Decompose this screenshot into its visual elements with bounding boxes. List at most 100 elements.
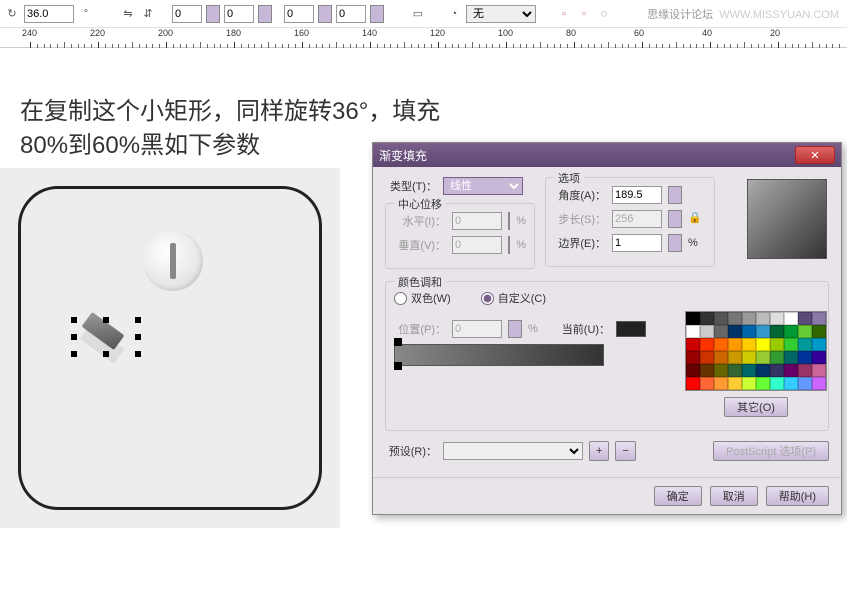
selection-handle[interactable] xyxy=(103,317,109,323)
palette-swatch[interactable] xyxy=(770,312,784,325)
tool-icon-3[interactable]: ◌ xyxy=(596,6,612,22)
palette-swatch[interactable] xyxy=(686,338,700,351)
palette-swatch[interactable] xyxy=(700,377,714,390)
palette-swatch[interactable] xyxy=(756,312,770,325)
palette-swatch[interactable] xyxy=(798,364,812,377)
x2-spinner[interactable] xyxy=(318,5,332,23)
palette-swatch[interactable] xyxy=(742,338,756,351)
palette-swatch[interactable] xyxy=(798,351,812,364)
palette-swatch[interactable] xyxy=(728,325,742,338)
palette-swatch[interactable] xyxy=(756,338,770,351)
gradient-bar[interactable] xyxy=(394,344,604,366)
close-button[interactable]: ✕ xyxy=(795,146,835,164)
palette-swatch[interactable] xyxy=(756,377,770,390)
palette-swatch[interactable] xyxy=(798,325,812,338)
palette-swatch[interactable] xyxy=(714,351,728,364)
palette-swatch[interactable] xyxy=(714,338,728,351)
palette-swatch[interactable] xyxy=(784,351,798,364)
palette-swatch[interactable] xyxy=(784,364,798,377)
palette-swatch[interactable] xyxy=(686,364,700,377)
color-palette[interactable] xyxy=(685,311,827,391)
palette-swatch[interactable] xyxy=(714,377,728,390)
selection-handle[interactable] xyxy=(135,351,141,357)
palette-swatch[interactable] xyxy=(714,364,728,377)
palette-swatch[interactable] xyxy=(728,312,742,325)
y2-spinner[interactable] xyxy=(370,5,384,23)
palette-swatch[interactable] xyxy=(728,338,742,351)
palette-swatch[interactable] xyxy=(700,312,714,325)
palette-swatch[interactable] xyxy=(728,377,742,390)
palette-swatch[interactable] xyxy=(770,351,784,364)
palette-swatch[interactable] xyxy=(728,364,742,377)
mirror-v-icon[interactable]: ⇵ xyxy=(140,6,156,22)
palette-swatch[interactable] xyxy=(770,338,784,351)
align-icon[interactable]: ▭ xyxy=(410,6,426,22)
palette-swatch[interactable] xyxy=(812,364,826,377)
current-color-swatch[interactable] xyxy=(616,321,646,337)
x1-spinner[interactable] xyxy=(206,5,220,23)
palette-swatch[interactable] xyxy=(770,364,784,377)
selection-handle[interactable] xyxy=(135,334,141,340)
ok-button[interactable]: 确定 xyxy=(654,486,702,506)
palette-swatch[interactable] xyxy=(714,325,728,338)
cancel-button[interactable]: 取消 xyxy=(710,486,758,506)
selected-object[interactable] xyxy=(71,317,141,357)
palette-swatch[interactable] xyxy=(784,377,798,390)
palette-swatch[interactable] xyxy=(700,325,714,338)
palette-swatch[interactable] xyxy=(742,312,756,325)
palette-swatch[interactable] xyxy=(784,338,798,351)
custom-radio[interactable]: 自定义(C) xyxy=(481,290,546,306)
palette-swatch[interactable] xyxy=(742,364,756,377)
palette-swatch[interactable] xyxy=(770,325,784,338)
angle-input[interactable] xyxy=(612,186,662,204)
palette-swatch[interactable] xyxy=(700,338,714,351)
palette-swatch[interactable] xyxy=(770,377,784,390)
preset-combo[interactable] xyxy=(443,442,583,460)
selection-handle[interactable] xyxy=(135,317,141,323)
dialog-titlebar[interactable]: 渐变填充 ✕ xyxy=(373,143,841,167)
edge-input[interactable] xyxy=(612,234,662,252)
palette-swatch[interactable] xyxy=(714,312,728,325)
palette-swatch[interactable] xyxy=(756,364,770,377)
lock-icon[interactable]: 🔒 xyxy=(688,211,704,227)
y2-input[interactable] xyxy=(336,5,366,23)
type-combo[interactable]: 线性 xyxy=(443,177,523,195)
palette-swatch[interactable] xyxy=(798,377,812,390)
preset-add-button[interactable]: + xyxy=(589,441,609,461)
palette-swatch[interactable] xyxy=(742,325,756,338)
palette-swatch[interactable] xyxy=(784,325,798,338)
mirror-h-icon[interactable]: ⇋ xyxy=(120,6,136,22)
palette-swatch[interactable] xyxy=(686,377,700,390)
palette-swatch[interactable] xyxy=(756,325,770,338)
palette-swatch[interactable] xyxy=(728,351,742,364)
palette-swatch[interactable] xyxy=(812,377,826,390)
palette-swatch[interactable] xyxy=(756,351,770,364)
x2-input[interactable] xyxy=(284,5,314,23)
palette-swatch[interactable] xyxy=(798,312,812,325)
angle-spinner[interactable] xyxy=(668,186,682,204)
fill-select[interactable]: 无 xyxy=(466,5,536,23)
tool-icon-1[interactable]: ▫ xyxy=(556,6,572,22)
palette-swatch[interactable] xyxy=(686,325,700,338)
y1-spinner[interactable] xyxy=(258,5,272,23)
selection-handle[interactable] xyxy=(71,351,77,357)
two-color-radio[interactable]: 双色(W) xyxy=(394,290,451,306)
palette-swatch[interactable] xyxy=(742,377,756,390)
edge-spinner[interactable] xyxy=(668,234,682,252)
preset-remove-button[interactable]: − xyxy=(615,441,635,461)
palette-swatch[interactable] xyxy=(700,351,714,364)
other-color-button[interactable]: 其它(O) xyxy=(724,397,788,417)
y1-input[interactable] xyxy=(224,5,254,23)
palette-swatch[interactable] xyxy=(812,312,826,325)
palette-swatch[interactable] xyxy=(812,338,826,351)
x1-input[interactable] xyxy=(172,5,202,23)
gradient-stop-left[interactable] xyxy=(394,362,402,370)
palette-swatch[interactable] xyxy=(742,351,756,364)
tool-icon-2[interactable]: ▫ xyxy=(576,6,592,22)
palette-swatch[interactable] xyxy=(812,325,826,338)
palette-swatch[interactable] xyxy=(686,312,700,325)
selection-handle[interactable] xyxy=(71,317,77,323)
palette-swatch[interactable] xyxy=(798,338,812,351)
palette-swatch[interactable] xyxy=(784,312,798,325)
palette-swatch[interactable] xyxy=(700,364,714,377)
